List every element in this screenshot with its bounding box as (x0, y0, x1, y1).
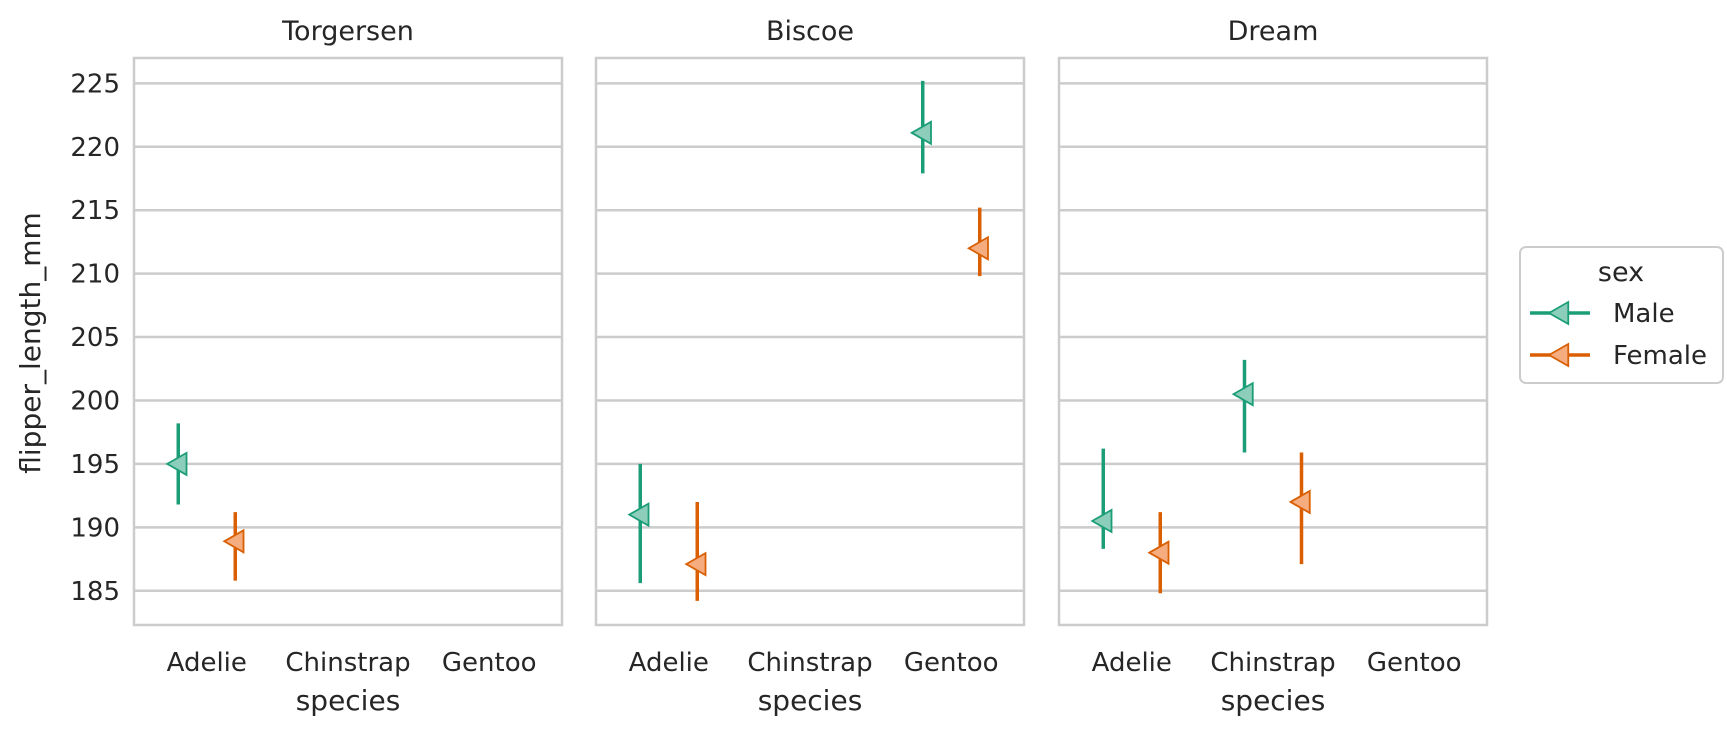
x-axis-label: species (296, 684, 401, 717)
panel-biscoe: Biscoe Adelie Chinstrap Gentoo species (594, 16, 1026, 717)
y-axis-label: flipper_length_mm (14, 212, 47, 474)
point-marker-male (1231, 381, 1254, 407)
panel-frame (594, 56, 1026, 627)
x-tick-label: Chinstrap (747, 648, 872, 678)
x-tick-label: Gentoo (442, 648, 537, 678)
panel-torgersen: Torgersen Adelie Chinstrap Gentoo species 185… (70, 16, 564, 717)
point-marker-male (1090, 508, 1113, 534)
point-marker-male (909, 120, 932, 146)
panel-title: Biscoe (766, 16, 854, 47)
point-marker-male (627, 502, 650, 528)
x-tick-label: Chinstrap (1210, 648, 1335, 678)
panel-dream: Dream Adelie Chinstrap Gentoo species (1057, 16, 1489, 717)
panels: Torgersen Adelie Chinstrap Gentoo species 185… (70, 16, 1489, 717)
legend-marker-male (1547, 300, 1570, 326)
legend: sex Male Female (1519, 246, 1724, 384)
point-marker-female (222, 528, 245, 554)
x-tick-label: Adelie (167, 648, 247, 678)
y-tick-label: 185 (70, 577, 120, 607)
point-marker-female (684, 551, 707, 577)
legend-label-female: Female (1613, 341, 1707, 371)
legend-entries: Male Female (1530, 299, 1707, 371)
legend-marker-female (1547, 342, 1570, 368)
panel-title: Torgersen (281, 16, 414, 47)
x-tick-label: Gentoo (1367, 648, 1462, 678)
x-tick-label: Adelie (629, 648, 709, 678)
y-tick-label: 210 (70, 260, 120, 290)
y-tick-label: 195 (70, 450, 120, 480)
point-marker-female (966, 235, 989, 261)
y-tick-label: 220 (70, 133, 120, 163)
y-tick-label: 190 (70, 513, 120, 543)
legend-box (1519, 246, 1724, 384)
panel-frame (1057, 56, 1489, 627)
legend-title: sex (1598, 257, 1644, 288)
panel-frame (132, 56, 564, 627)
point-marker-male (165, 451, 188, 477)
point-marker-female (1288, 489, 1311, 515)
panel-title: Dream (1228, 16, 1319, 47)
x-tick-label: Adelie (1092, 648, 1172, 678)
y-tick-label: 205 (70, 323, 120, 353)
y-tick-label: 215 (70, 196, 120, 226)
y-tick-label: 200 (70, 386, 120, 416)
x-tick-label: Gentoo (904, 648, 999, 678)
x-tick-label: Chinstrap (285, 648, 410, 678)
legend-label-male: Male (1613, 299, 1675, 329)
x-axis-label: species (1221, 684, 1326, 717)
point-marker-female (1147, 540, 1170, 566)
x-axis-label: species (758, 684, 863, 717)
y-tick-label: 225 (70, 69, 120, 99)
